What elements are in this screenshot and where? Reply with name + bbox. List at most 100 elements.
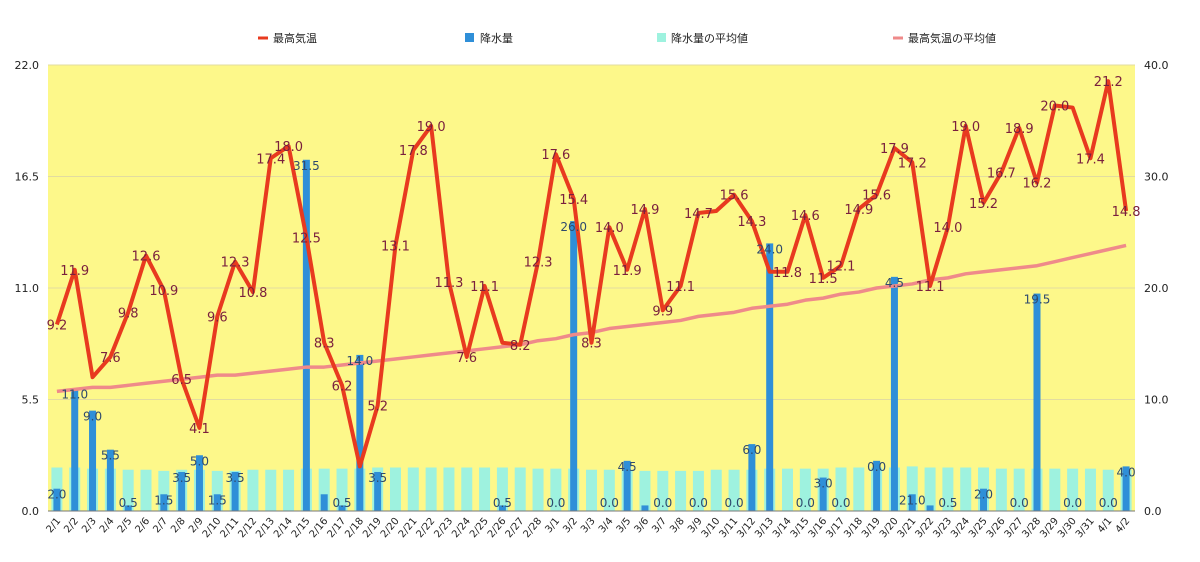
x-tick-label: 2/13 bbox=[254, 516, 277, 540]
x-tick-label: 2/23 bbox=[432, 516, 455, 540]
x-tick-label: 3/23 bbox=[931, 516, 954, 540]
precip-data-label: 0.0 bbox=[1099, 496, 1118, 510]
x-tick-label: 2/15 bbox=[290, 516, 313, 540]
precip-avg-bar bbox=[318, 468, 330, 511]
temp-data-label: 19.0 bbox=[417, 120, 446, 135]
temp-data-label: 14.6 bbox=[791, 209, 820, 224]
x-tick-label: 2/4 bbox=[98, 516, 117, 535]
legend-label-precip: 降水量 bbox=[480, 31, 513, 45]
y-right-tick-label: 10.0 bbox=[1144, 394, 1169, 407]
precip-avg-bar bbox=[247, 469, 259, 511]
y-left-tick-label: 5.5 bbox=[22, 394, 40, 407]
x-tick-label: 2/14 bbox=[272, 516, 295, 540]
y-right-tick-label: 40.0 bbox=[1144, 59, 1169, 72]
precip-bar bbox=[926, 505, 934, 511]
precip-bar bbox=[231, 471, 239, 511]
temp-data-label: 14.3 bbox=[737, 215, 766, 230]
precip-avg-bar bbox=[532, 468, 544, 511]
x-tick-label: 3/15 bbox=[789, 516, 812, 540]
precip-data-label: 3.5 bbox=[368, 471, 387, 485]
x-tick-label: 3/21 bbox=[896, 516, 919, 540]
x-tick-label: 2/19 bbox=[361, 516, 384, 540]
precip-avg-bar bbox=[140, 469, 152, 511]
x-tick-label: 3/7 bbox=[650, 516, 669, 535]
precip-bar bbox=[89, 410, 97, 511]
precip-bar bbox=[356, 354, 364, 511]
x-tick-label: 3/3 bbox=[579, 516, 598, 535]
legend-label-temp-avg: 最高気温の平均値 bbox=[908, 31, 996, 45]
x-tick-label: 2/5 bbox=[116, 516, 135, 535]
precip-bar bbox=[106, 449, 114, 511]
temp-data-label: 12.1 bbox=[826, 260, 855, 275]
precip-avg-bar bbox=[799, 468, 811, 511]
precip-avg-bar bbox=[960, 467, 972, 511]
precip-data-label: 4.5 bbox=[618, 460, 637, 474]
x-tick-label: 3/20 bbox=[878, 516, 901, 540]
legend-item-precip-avg: 降水量の平均値 bbox=[657, 31, 748, 45]
temp-data-label: 7.6 bbox=[456, 351, 477, 366]
precip-avg-bar bbox=[995, 468, 1007, 511]
temp-data-label: 6.2 bbox=[332, 379, 353, 394]
temp-data-label: 12.3 bbox=[524, 256, 553, 271]
precip-data-label: 3.5 bbox=[226, 471, 245, 485]
x-tick-label: 2/16 bbox=[308, 516, 331, 540]
x-tick-label: 3/2 bbox=[561, 516, 580, 535]
temp-data-label: 16.7 bbox=[987, 166, 1016, 181]
temp-data-label: 8.2 bbox=[510, 339, 531, 354]
x-tick-label: 4/2 bbox=[1114, 516, 1133, 535]
precip-bar bbox=[908, 494, 916, 511]
temp-data-label: 20.0 bbox=[1040, 100, 1069, 115]
temp-data-label: 12.3 bbox=[221, 256, 250, 271]
x-tick-label: 3/27 bbox=[1003, 516, 1026, 540]
temp-data-label: 15.4 bbox=[559, 193, 588, 208]
precip-bar bbox=[53, 488, 61, 511]
precip-bar bbox=[160, 494, 168, 511]
precip-data-label: 0.0 bbox=[1010, 496, 1029, 510]
precip-avg-bar bbox=[1049, 468, 1061, 511]
precip-data-label: 14.0 bbox=[346, 354, 373, 368]
temp-data-label: 9.8 bbox=[118, 306, 139, 321]
precip-avg-bar bbox=[692, 470, 704, 511]
temp-data-label: 17.6 bbox=[541, 148, 570, 163]
precip-avg-bar bbox=[942, 467, 954, 511]
precip-bar bbox=[890, 276, 898, 511]
precip-data-label: 0.0 bbox=[725, 496, 744, 510]
precip-avg-bar bbox=[461, 467, 473, 511]
precip-bar bbox=[302, 159, 310, 511]
precip-bar bbox=[213, 494, 221, 511]
x-tick-label: 3/5 bbox=[615, 516, 634, 535]
temp-data-label: 12.6 bbox=[132, 250, 161, 265]
x-tick-label: 2/6 bbox=[134, 516, 153, 535]
precip-bar bbox=[498, 505, 506, 511]
precip-data-label: 0.0 bbox=[831, 496, 850, 510]
precip-bar bbox=[124, 505, 132, 511]
precip-bar bbox=[1033, 293, 1041, 511]
x-tick-label: 2/21 bbox=[397, 516, 420, 540]
x-tick-label: 3/30 bbox=[1056, 516, 1079, 540]
precip-avg-bar bbox=[479, 467, 491, 511]
x-tick-label: 3/18 bbox=[842, 516, 865, 540]
precip-avg-bar bbox=[122, 469, 134, 511]
x-tick-label: 3/25 bbox=[967, 516, 990, 540]
x-tick-label: 2/12 bbox=[236, 516, 259, 540]
precip-bar bbox=[641, 505, 649, 511]
temp-data-label: 11.1 bbox=[916, 280, 945, 295]
precip-bar bbox=[570, 221, 578, 511]
x-tick-label: 3/22 bbox=[914, 516, 937, 540]
x-tick-label: 3/14 bbox=[771, 516, 794, 540]
y-right-tick-label: 30.0 bbox=[1144, 171, 1169, 184]
x-tick-label: 3/8 bbox=[668, 516, 687, 535]
precip-bar bbox=[338, 505, 346, 511]
precip-bar bbox=[320, 494, 328, 511]
temp-data-label: 13.1 bbox=[381, 239, 410, 254]
precip-avg-bar bbox=[443, 467, 455, 511]
temp-line bbox=[55, 79, 1129, 469]
y-left-tick-label: 11.0 bbox=[15, 282, 40, 295]
precip-avg-bar bbox=[1102, 469, 1114, 511]
temp-data-label: 14.0 bbox=[933, 221, 962, 236]
x-tick-label: 3/31 bbox=[1074, 516, 1097, 540]
legend: 最高気温 降水量 降水量の平均値 最高気温の平均値 bbox=[258, 31, 996, 45]
precip-data-label: 0.0 bbox=[546, 496, 565, 510]
precip-avg-bar bbox=[657, 470, 669, 511]
